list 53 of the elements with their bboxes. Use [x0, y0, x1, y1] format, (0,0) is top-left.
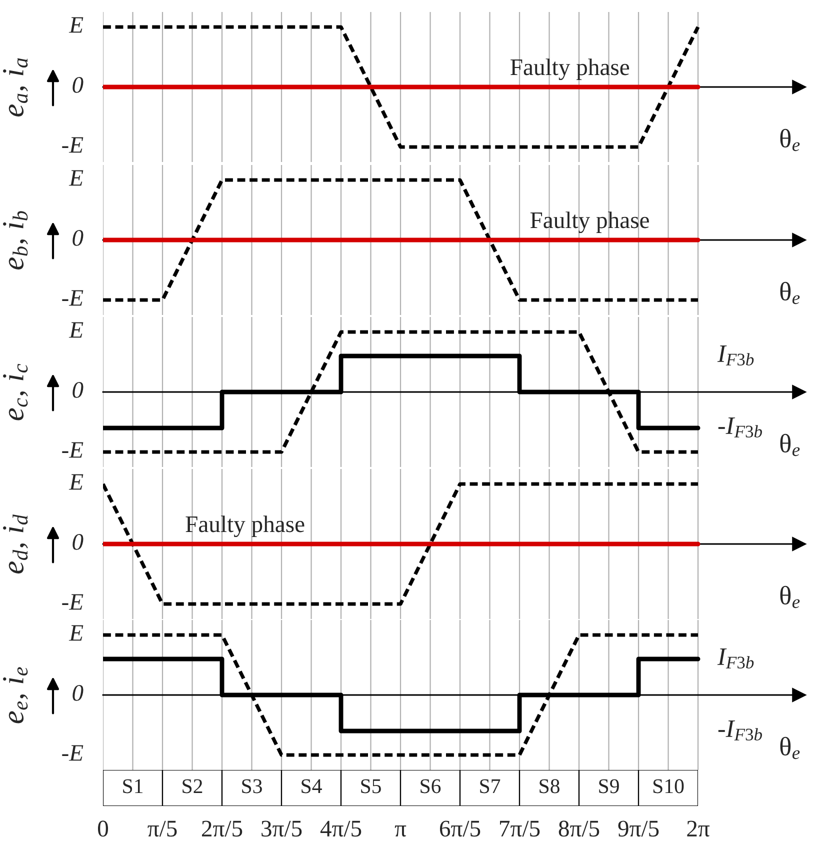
x-tick-label: π/5	[148, 820, 177, 837]
y-axis-title: e$_{c}$, i$_{c}$	[3, 364, 28, 420]
category-label: S1	[123, 779, 143, 794]
y-axis-title: e$_{a}$, i$_{a}$	[3, 58, 28, 116]
annotation: -I$_{F3b}$	[718, 418, 762, 438]
category-label: S5	[361, 779, 381, 794]
x-tick-label: 8π/5	[558, 820, 600, 837]
text: 0	[72, 230, 84, 246]
category-label: S7	[480, 779, 500, 794]
x-axis-title: θ$_{e}$	[780, 434, 800, 456]
x-tick-label: 4π/5	[320, 820, 362, 837]
text: 0	[72, 76, 84, 93]
category-label: S3	[242, 779, 262, 794]
x-tick-label: 2π	[687, 820, 710, 837]
y-axis-title: e$_{e}$, i$_{e}$	[3, 667, 28, 724]
x-axis-title: θ$_{e}$	[780, 586, 800, 608]
x-tick-label: 3π/5	[262, 820, 302, 837]
text: -E	[62, 594, 84, 610]
annotation: Faulty phase	[186, 516, 304, 538]
x-tick-label: 0	[98, 820, 108, 837]
category-label: S2	[182, 779, 202, 794]
category-label: S4	[302, 779, 322, 794]
x-tick-label: 9π/5	[618, 820, 659, 837]
text: -E	[62, 745, 84, 761]
text: 0	[72, 684, 84, 701]
category-label: S6	[420, 779, 441, 794]
annotation: -I$_{F3b}$	[718, 720, 762, 740]
category-label: S10	[653, 779, 684, 794]
annotation: Faulty phase	[530, 212, 649, 234]
x-axis-title: θ$_{e}$	[780, 736, 800, 760]
annotation: Faulty phase	[510, 58, 630, 80]
text: E	[68, 322, 84, 338]
x-tick-label: 6π/5	[440, 820, 480, 837]
text: E	[68, 17, 84, 33]
annotation: I$_{F3b}$	[717, 346, 754, 366]
category-label: S9	[599, 779, 619, 794]
text: E	[68, 474, 84, 490]
x-tick-label: π	[394, 826, 406, 837]
y-axis-title: e$_{b}$, i$_{b}$	[3, 211, 28, 270]
x-tick-label: 7π/5	[500, 820, 540, 837]
text: -E	[62, 442, 84, 458]
category-label: S8	[540, 779, 560, 794]
annotation: I$_{F3b}$	[717, 648, 754, 668]
text: 0	[72, 382, 84, 398]
x-tick-label: 2π/5	[202, 820, 242, 837]
text: 0	[72, 534, 84, 550]
x-axis-title: θ$_{e}$	[780, 282, 800, 304]
text: E	[68, 170, 84, 186]
text: -E	[62, 290, 84, 306]
y-axis-title: e$_{d}$, i$_{d}$	[3, 514, 28, 574]
text: E	[68, 625, 84, 641]
x-axis-title: θ$_{e}$	[780, 128, 800, 152]
text: -E	[62, 137, 84, 153]
